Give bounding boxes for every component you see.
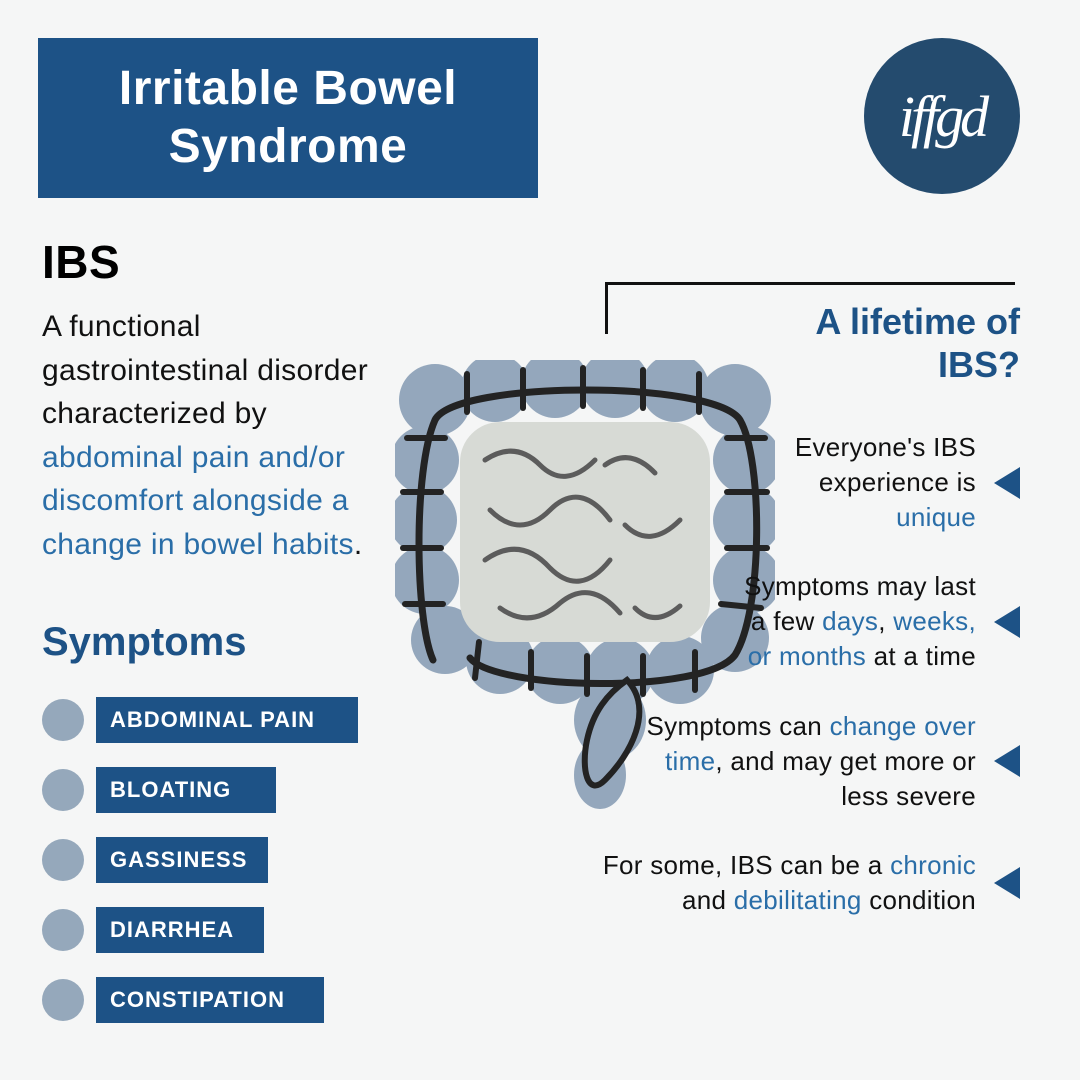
bullet-dot-icon (42, 699, 84, 741)
arrow-left-icon (994, 745, 1020, 777)
symptom-row: BLOATING (42, 755, 358, 825)
symptoms-list: ABDOMINAL PAIN BLOATING GASSINESS DIARRHEA C… (42, 685, 358, 1035)
bracket-vertical (605, 282, 608, 334)
subheading: IBS (42, 235, 120, 289)
lifetime-points: Everyone's IBS experience is unique Sympt… (600, 430, 1020, 918)
bullet-dot-icon (42, 909, 84, 951)
bullet-dot-icon (42, 839, 84, 881)
lifetime-point-text: For some, IBS can be a chronic and debil… (600, 848, 976, 918)
lifetime-point-text: Symptoms can change over time, and may g… (636, 709, 976, 814)
arrow-left-icon (994, 867, 1020, 899)
symptom-label: CONSTIPATION (96, 977, 324, 1023)
bracket-horizontal (605, 282, 1015, 285)
arrow-left-icon (994, 467, 1020, 499)
lifetime-point-text: Symptoms may last a few days, weeks, or … (726, 569, 976, 674)
lifetime-point: Everyone's IBS experience is unique (600, 430, 1020, 535)
description-highlight: abdominal pain and/or discomfort alongsi… (42, 441, 354, 561)
symptom-label: ABDOMINAL PAIN (96, 697, 358, 743)
symptoms-heading: Symptoms (42, 620, 247, 665)
symptom-row: CONSTIPATION (42, 965, 358, 1035)
lifetime-point: For some, IBS can be a chronic and debil… (600, 848, 1020, 918)
lifetime-point: Symptoms may last a few days, weeks, or … (600, 569, 1020, 674)
lifetime-point: Symptoms can change over time, and may g… (600, 709, 1020, 814)
arrow-left-icon (994, 606, 1020, 638)
symptom-row: ABDOMINAL PAIN (42, 685, 358, 755)
description-pre: A functional gastrointestinal disorder c… (42, 310, 368, 430)
symptom-label: DIARRHEA (96, 907, 264, 953)
description: A functional gastrointestinal disorder c… (42, 305, 402, 566)
bullet-dot-icon (42, 979, 84, 1021)
lifetime-point-text: Everyone's IBS experience is unique (786, 430, 976, 535)
logo: iffgd (864, 38, 1020, 194)
page-title: Irritable Bowel Syndrome (38, 38, 538, 198)
bullet-dot-icon (42, 769, 84, 811)
symptom-row: DIARRHEA (42, 895, 358, 965)
lifetime-heading: A lifetime of IBS? (750, 300, 1020, 386)
symptom-label: GASSINESS (96, 837, 268, 883)
description-post: . (354, 528, 363, 561)
symptom-label: BLOATING (96, 767, 276, 813)
symptom-row: GASSINESS (42, 825, 358, 895)
